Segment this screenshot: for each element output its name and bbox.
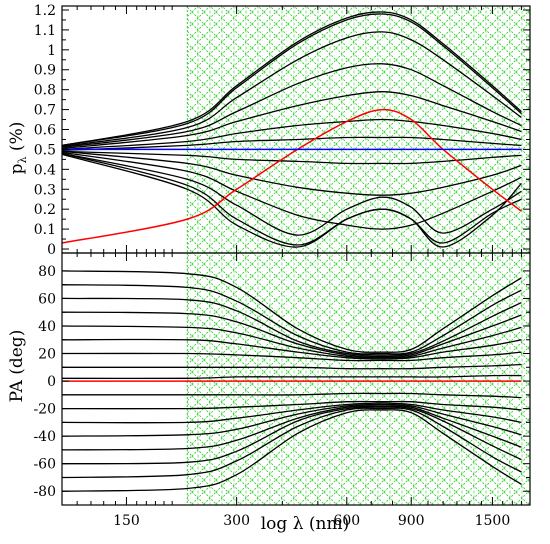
y-tick-label: 1.2: [34, 3, 56, 19]
bot-series-line-8: [61, 374, 522, 380]
y-tick-label: 40: [38, 319, 56, 335]
bottom-series-group: [61, 253, 522, 505]
top-series-line-5: [61, 118, 522, 151]
bottom-ticks: -80 -60 -40 -20 0 20 40 60 80 150 300 600 900 1500: [33, 253, 530, 529]
x-axis-label: log λ (nm): [261, 514, 349, 534]
x-tick-label: 1500: [475, 513, 511, 529]
y-tick-label: 0: [47, 374, 56, 390]
top-panel: 0 0.1 0.2 0.3 0.4 0.5 0.6 0.7 0.8 0.9 1 1.1 1.2: [34, 3, 531, 258]
x-tick-label: 300: [223, 513, 250, 529]
y-tick-label: 0.3: [34, 182, 56, 198]
bot-series-line-2: [61, 297, 522, 356]
y-tick-label: 1.1: [34, 23, 56, 39]
y-tick-label: -80: [33, 484, 56, 500]
x-tick-label: 600: [333, 513, 360, 529]
bot-series-line-0: [61, 270, 522, 353]
y-tick-label: -60: [33, 457, 56, 473]
top-series-line-3: [61, 63, 522, 149]
top-series-line-7: [61, 150, 522, 165]
y-tick-label: 0.1: [34, 222, 56, 238]
y-tick-label: 0.2: [34, 202, 56, 218]
top-y-axis-label-text: pλ (%): [7, 122, 29, 175]
bottom-y-axis-label-group: PA (deg): [7, 330, 27, 403]
y-label-tail: (%): [7, 122, 27, 157]
y-tick-label: 0: [47, 242, 56, 258]
bot-series-line-7: [62, 363, 522, 370]
y-tick-label: -40: [33, 429, 56, 445]
top-series-line-8: [61, 150, 522, 196]
y-tick-label: -20: [33, 402, 56, 418]
top-series-line-6: [61, 136, 522, 152]
bot-series-line-4: [61, 325, 522, 359]
y-tick-label: 0.4: [34, 162, 56, 178]
y-tick-label: 20: [38, 347, 56, 363]
y-tick-label: 0.8: [34, 83, 56, 99]
y-tick-label: 60: [38, 291, 56, 307]
top-series-group: [61, 6, 522, 253]
y-tick-label: 1: [47, 43, 56, 59]
top-series-line-9: [61, 151, 522, 230]
top-series-line-10: [61, 152, 522, 236]
y-label-main: p: [7, 163, 27, 174]
bot-series-line-15: [61, 407, 522, 479]
bot-series-line-11: [61, 402, 522, 424]
bot-series-line-10: [61, 400, 522, 411]
bottom-panel: -80 -60 -40 -20 0 20 40 60 80 150 300 600 900 1500: [33, 252, 531, 529]
y-tick-label: 80: [38, 264, 56, 280]
bot-series-line-5: [61, 338, 522, 360]
bot-series-line-6: [61, 351, 522, 362]
top-series-line-4: [61, 91, 522, 150]
shaded-region-top: [187, 6, 531, 253]
y-tick-label: 0.9: [34, 63, 56, 79]
top-series-line-12: [61, 153, 522, 248]
top-series-line-1: [61, 13, 522, 147]
bot-series-line-9: [62, 392, 522, 399]
bot-series-line-3: [61, 311, 522, 358]
bot-series-line-14: [61, 406, 522, 465]
y-label-sub: λ: [16, 156, 29, 163]
bottom-y-axis-label: PA (deg): [7, 330, 27, 403]
y-tick-label: 0.5: [34, 142, 56, 158]
bot-series-line-12: [61, 403, 522, 437]
shaded-region-bottom: [187, 253, 531, 505]
y-tick-label: 0.7: [34, 103, 56, 119]
top-series-line-0: [61, 11, 522, 147]
x-tick-label: 150: [113, 513, 140, 529]
y-tick-label: 0.6: [34, 123, 56, 139]
top-ticks: 0 0.1 0.2 0.3 0.4 0.5 0.6 0.7 0.8 0.9 1 1.1 1.2: [34, 3, 530, 258]
top-series-line-13: [61, 108, 522, 244]
top-y-axis-label: pλ (%): [7, 122, 29, 175]
bot-series-line-13: [61, 405, 522, 451]
bot-series-line-1: [61, 284, 522, 355]
bottom-axes-frame: [61, 252, 531, 506]
top-series-line-2: [61, 31, 522, 148]
x-tick-label: 900: [398, 513, 425, 529]
bot-series-line-16: [61, 409, 522, 492]
